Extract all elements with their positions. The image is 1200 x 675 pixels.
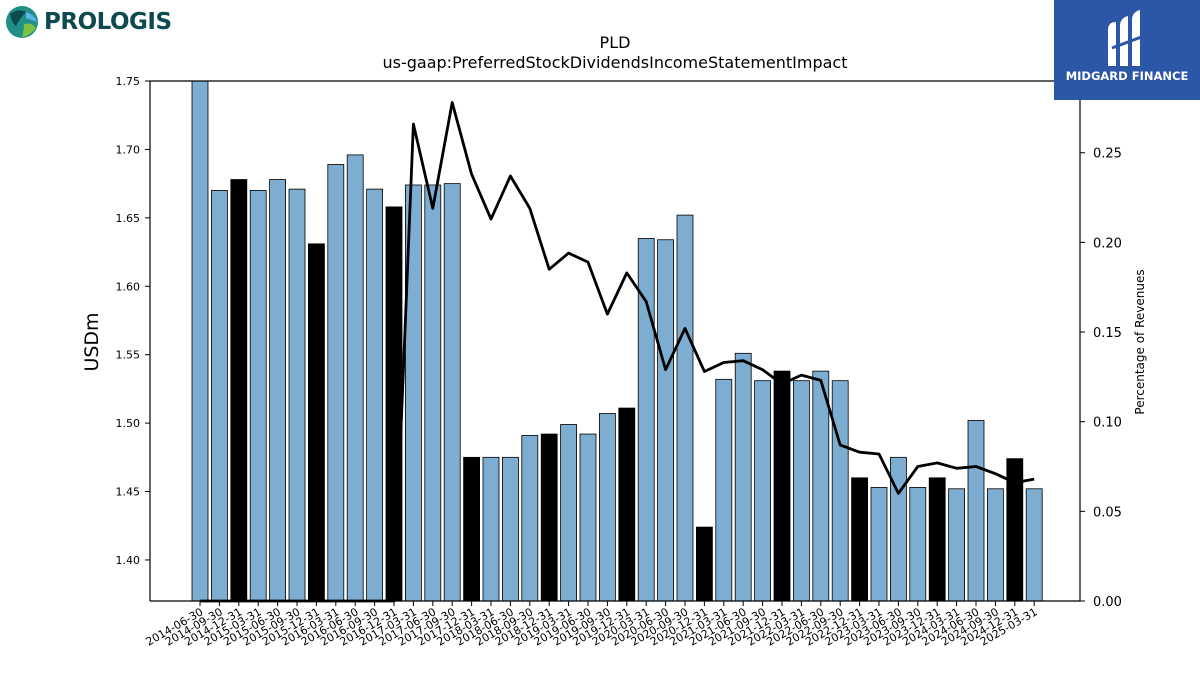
- bar-2021-06-30: [734, 352, 752, 602]
- bar-2019-09-30: [599, 413, 616, 602]
- bar-2018-09-30: [521, 435, 539, 602]
- midgard-m-icon: [1108, 10, 1145, 66]
- percentage-of-revenues-line: [200, 101, 1035, 603]
- bar-2021-03-31: [715, 378, 733, 602]
- y2-tick-label: 0.05: [1093, 505, 1122, 520]
- bar-2018-03-31: [482, 456, 500, 602]
- y-axis-label: USDm: [81, 312, 103, 371]
- bar-2024-03-31: [948, 488, 965, 602]
- bar-2019-12-31: [618, 407, 636, 602]
- axes: 1.40 1.45 1.50 1.55 1.60 1.65 1.70 1.75 0.00 0.05…: [116, 75, 1122, 649]
- bar-2021-12-31: [773, 370, 791, 602]
- y-tick-label: 1.50: [116, 417, 141, 430]
- bar-2016-12-31: [385, 206, 403, 602]
- y2-tick-label: 0.25: [1093, 147, 1122, 162]
- bar-2016-09-30: [366, 188, 384, 602]
- y-tick-label: 1.65: [116, 212, 141, 225]
- bar-2014-09-30: [210, 190, 228, 602]
- globe-icon: [6, 6, 38, 38]
- bar-2023-03-31: [870, 487, 888, 602]
- bar-2024-09-30: [987, 488, 1004, 602]
- prologis-logo: PROLOGIS: [4, 4, 184, 40]
- bar-2015-12-31: [307, 243, 325, 602]
- bar-series: [191, 80, 1043, 602]
- bar-2017-12-31: [463, 456, 481, 602]
- chart-title: PLD: [600, 33, 631, 52]
- bar-2022-09-30: [831, 380, 849, 602]
- bar-2016-03-31: [327, 164, 345, 602]
- bar-2020-12-31: [696, 526, 713, 602]
- y2-tick-label: 0.00: [1093, 595, 1122, 610]
- y2-tick-label: 0.10: [1093, 416, 1122, 431]
- y-tick-label: 1.70: [116, 143, 141, 156]
- bar-2018-12-31: [540, 433, 558, 602]
- bar-2021-09-30: [754, 380, 771, 602]
- line-series-layer: [200, 101, 1035, 603]
- bar-2022-03-31: [793, 380, 810, 602]
- bar-2023-12-31: [928, 477, 946, 602]
- y2-tick-label: 0.20: [1093, 236, 1122, 251]
- y-tick-label: 1.75: [116, 75, 141, 88]
- bar-2014-12-31: [230, 179, 248, 602]
- bar-2015-09-30: [288, 188, 306, 602]
- y2-tick-label: 0.15: [1093, 326, 1122, 341]
- y-tick-label: 1.45: [116, 486, 141, 499]
- bar-2022-12-31: [851, 477, 868, 602]
- bar-2023-09-30: [909, 487, 927, 602]
- midgard-finance-logo-text: MIDGARD FINANCE: [1065, 69, 1189, 83]
- bar-2022-06-30: [812, 370, 830, 602]
- prologis-logo-text: PROLOGIS: [44, 9, 172, 35]
- bar-2018-06-30: [501, 456, 519, 602]
- bar-2020-06-30: [657, 239, 674, 602]
- bar-2015-03-31: [249, 190, 267, 602]
- midgard-finance-logo: MIDGARD FINANCE: [1054, 0, 1200, 100]
- bar-2015-06-30: [269, 179, 287, 602]
- y2-axis-label: Percentage of Revenues: [1133, 269, 1147, 414]
- bar-2019-06-30: [579, 433, 597, 602]
- y-tick-label: 1.60: [116, 280, 141, 293]
- bar-2017-06-30: [424, 184, 442, 602]
- y-tick-label: 1.40: [116, 554, 141, 567]
- y-tick-label: 1.55: [116, 349, 141, 362]
- bar-2014-06-30: [191, 80, 209, 602]
- bar-2025-03-31: [1025, 488, 1043, 602]
- bar-2016-06-30: [346, 154, 364, 602]
- bar-2019-03-31: [560, 424, 577, 602]
- bar-2017-09-30: [443, 183, 461, 602]
- chart-subtitle: us-gaap:PreferredStockDividendsIncomeSta…: [383, 53, 848, 72]
- bar-2020-09-30: [676, 214, 694, 602]
- bar-2024-06-30: [967, 419, 985, 602]
